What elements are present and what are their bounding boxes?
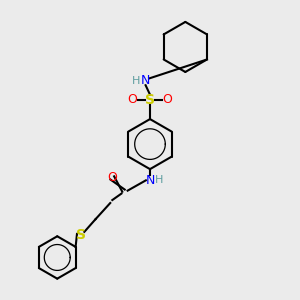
Text: O: O xyxy=(128,93,137,106)
Text: S: S xyxy=(145,93,155,107)
Text: H: H xyxy=(132,76,140,86)
Text: O: O xyxy=(163,93,172,106)
Text: O: O xyxy=(107,172,117,184)
Text: N: N xyxy=(141,74,150,87)
Text: N: N xyxy=(145,174,155,187)
Text: S: S xyxy=(76,228,86,242)
Text: H: H xyxy=(155,175,164,185)
